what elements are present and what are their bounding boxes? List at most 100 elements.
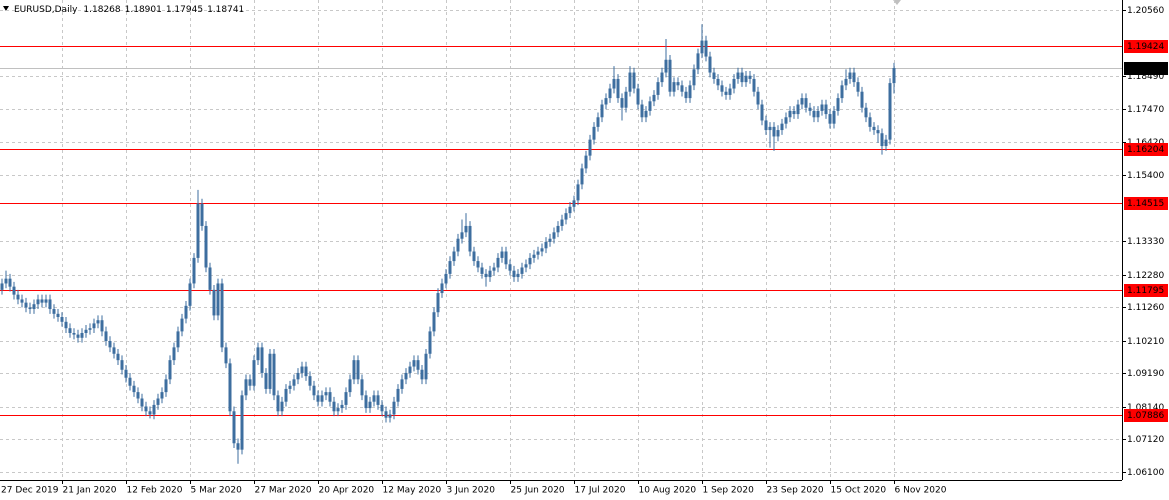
candle-body bbox=[892, 68, 896, 84]
level-tag bbox=[1124, 143, 1168, 156]
candle-body bbox=[824, 104, 828, 115]
candle-body bbox=[852, 72, 856, 83]
candle-body bbox=[476, 261, 480, 268]
candle-body bbox=[352, 360, 356, 380]
candle-body bbox=[604, 98, 608, 105]
header-high: 1.18901 bbox=[125, 5, 162, 15]
candle-body bbox=[160, 392, 164, 399]
candle-body bbox=[312, 385, 316, 396]
candle-body bbox=[316, 395, 320, 402]
candle-body bbox=[544, 241, 548, 249]
candle-body bbox=[80, 332, 84, 338]
candle-body bbox=[796, 104, 800, 115]
candle-body bbox=[468, 225, 472, 252]
candle-body bbox=[4, 278, 8, 284]
candle-body bbox=[44, 299, 48, 303]
x-tick-label: 25 Jun 2020 bbox=[511, 486, 565, 496]
candles bbox=[0, 24, 896, 464]
candle-body bbox=[488, 270, 492, 278]
candle-body bbox=[652, 94, 656, 102]
candle-body bbox=[608, 88, 612, 99]
candle-body bbox=[696, 53, 700, 70]
candle-body bbox=[844, 78, 848, 86]
symbol: EURUSD,Daily bbox=[14, 5, 78, 15]
y-tick-label: 1.08140 bbox=[1127, 403, 1164, 413]
y-tick-label: 1.15400 bbox=[1127, 171, 1164, 181]
candle-body bbox=[48, 299, 52, 310]
candle-body bbox=[300, 366, 304, 373]
candle-body bbox=[112, 347, 116, 354]
candle-body bbox=[96, 320, 100, 324]
candle-body bbox=[620, 98, 624, 108]
candle-body bbox=[148, 411, 152, 415]
candle-body bbox=[400, 379, 404, 389]
price-label: 1.18741 bbox=[1127, 64, 1164, 74]
candle-body bbox=[124, 369, 128, 378]
candle-body bbox=[780, 123, 784, 131]
candle-body bbox=[252, 360, 256, 386]
y-tick-label: 1.07120 bbox=[1127, 435, 1164, 445]
candle-body bbox=[756, 91, 760, 105]
candle-body bbox=[68, 328, 72, 333]
candle-body bbox=[24, 302, 28, 308]
candle-body bbox=[156, 398, 160, 405]
candle-body bbox=[336, 408, 340, 412]
candle-body bbox=[636, 88, 640, 105]
candle-body bbox=[20, 299, 24, 303]
candle-body bbox=[88, 328, 92, 330]
candle-body bbox=[36, 299, 40, 305]
candle-body bbox=[132, 385, 136, 393]
candle-body bbox=[52, 309, 56, 314]
header-low: 1.17945 bbox=[166, 5, 203, 15]
candle-body bbox=[456, 238, 460, 252]
candle-body bbox=[168, 360, 172, 380]
candle-body bbox=[140, 398, 144, 407]
price-tag bbox=[1124, 62, 1168, 75]
candle-body bbox=[840, 85, 844, 99]
candle-body bbox=[516, 273, 520, 278]
candle-body bbox=[792, 110, 796, 115]
candle-body bbox=[204, 225, 208, 268]
y-tick-label: 1.09190 bbox=[1127, 369, 1164, 379]
candle-body bbox=[504, 251, 508, 265]
candle-body bbox=[464, 225, 468, 233]
candle-body bbox=[460, 232, 464, 239]
candle-body bbox=[276, 395, 280, 412]
labels: 1.205601.184901.174701.164201.154001.133… bbox=[1, 6, 1168, 496]
candle-body bbox=[444, 273, 448, 284]
candle-body bbox=[284, 388, 288, 402]
candle-body bbox=[868, 117, 872, 127]
menu-icon[interactable] bbox=[3, 6, 9, 11]
candle-body bbox=[92, 323, 96, 329]
candle-body bbox=[812, 110, 816, 118]
header: EURUSD,Daily 1.18268 1.18901 1.17945 1.18741 bbox=[14, 5, 244, 15]
candle-body bbox=[288, 385, 292, 389]
candle-body bbox=[28, 307, 32, 310]
candle-body bbox=[804, 98, 808, 108]
candle-body bbox=[232, 411, 236, 444]
candle-body bbox=[260, 347, 264, 373]
candle-body bbox=[640, 104, 644, 118]
candle-body bbox=[200, 203, 204, 226]
candle-body bbox=[372, 395, 376, 402]
level-label: 1.07886 bbox=[1127, 411, 1164, 421]
candle-body bbox=[584, 155, 588, 169]
candle-body bbox=[680, 85, 684, 92]
candle-body bbox=[772, 126, 776, 137]
candle-body bbox=[492, 267, 496, 271]
candle-body bbox=[84, 329, 88, 333]
candle-body bbox=[760, 104, 764, 121]
candle-body bbox=[856, 82, 860, 92]
candle-body bbox=[880, 133, 884, 147]
y-tick-label: 1.20560 bbox=[1127, 6, 1164, 16]
candle-body bbox=[520, 267, 524, 274]
candle-body bbox=[724, 91, 728, 95]
candle-body bbox=[136, 392, 140, 399]
candle-body bbox=[656, 82, 660, 95]
candle-body bbox=[888, 83, 892, 140]
candle-body bbox=[848, 72, 852, 79]
candle-body bbox=[40, 299, 44, 303]
candle-body bbox=[244, 379, 248, 396]
candle-body bbox=[684, 91, 688, 99]
